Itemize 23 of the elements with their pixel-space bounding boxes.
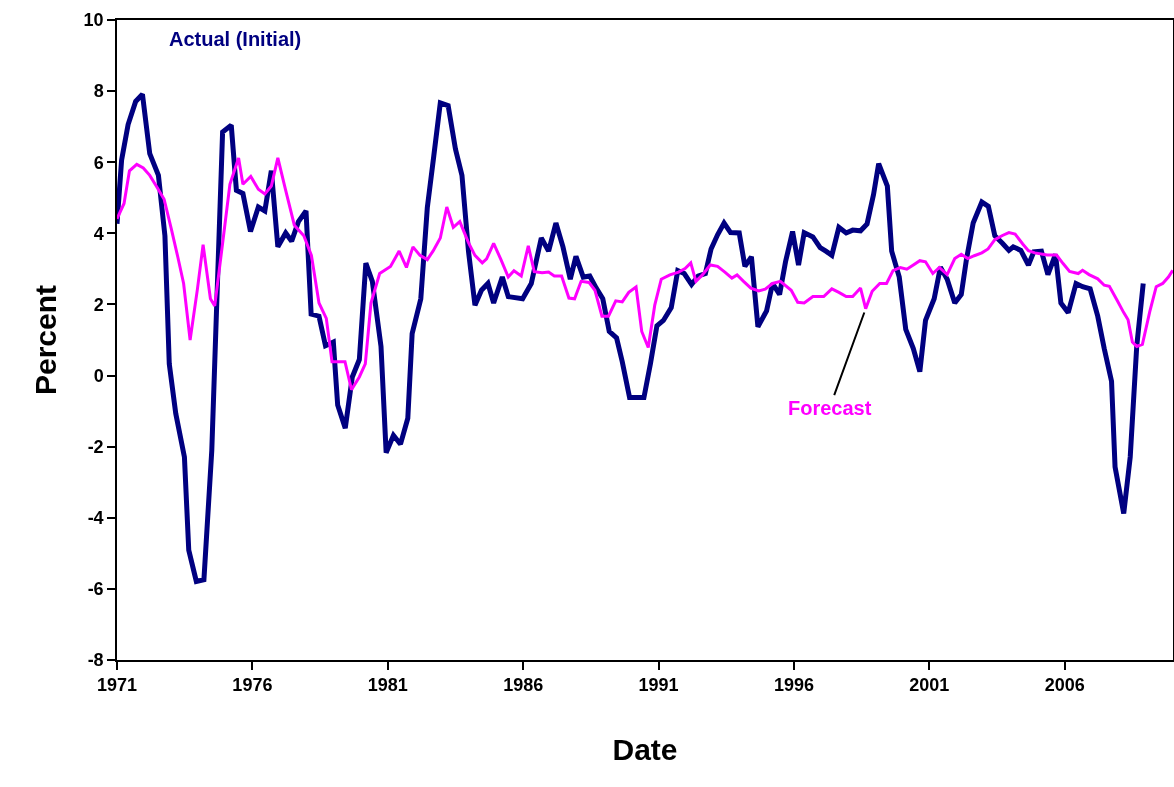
y-tick-label: 2 — [93, 294, 104, 315]
line-series — [117, 156, 1173, 392]
x-tick-label: 1971 — [96, 675, 138, 696]
x-tick-label: 2006 — [1044, 675, 1085, 696]
x-tick-label: 1996 — [773, 675, 814, 696]
y-tick-label: 6 — [93, 152, 104, 173]
text: Forecast — [788, 397, 872, 419]
y-tick-label: 0 — [93, 365, 104, 386]
y-tick-label: 8 — [93, 81, 104, 102]
y-tick-label: -6 — [87, 579, 104, 600]
x-tick-label: 2001 — [909, 675, 950, 696]
y-tick-label: -2 — [87, 436, 104, 457]
x-tick-label: 1976 — [232, 675, 273, 696]
y-tick-label: 4 — [93, 223, 104, 244]
x-tick-label: 1981 — [367, 675, 408, 696]
y-tick-label: -8 — [87, 650, 104, 671]
y-tick-label: -4 — [87, 508, 104, 529]
x-tick-label: 1991 — [638, 675, 679, 696]
y-axis-title: Percent — [29, 284, 63, 396]
y-tick-label: 10 — [83, 10, 104, 31]
x-tick-label: 1986 — [503, 675, 544, 696]
text: Actual (Initial) — [169, 28, 302, 50]
x-axis-title: Date — [612, 733, 678, 767]
